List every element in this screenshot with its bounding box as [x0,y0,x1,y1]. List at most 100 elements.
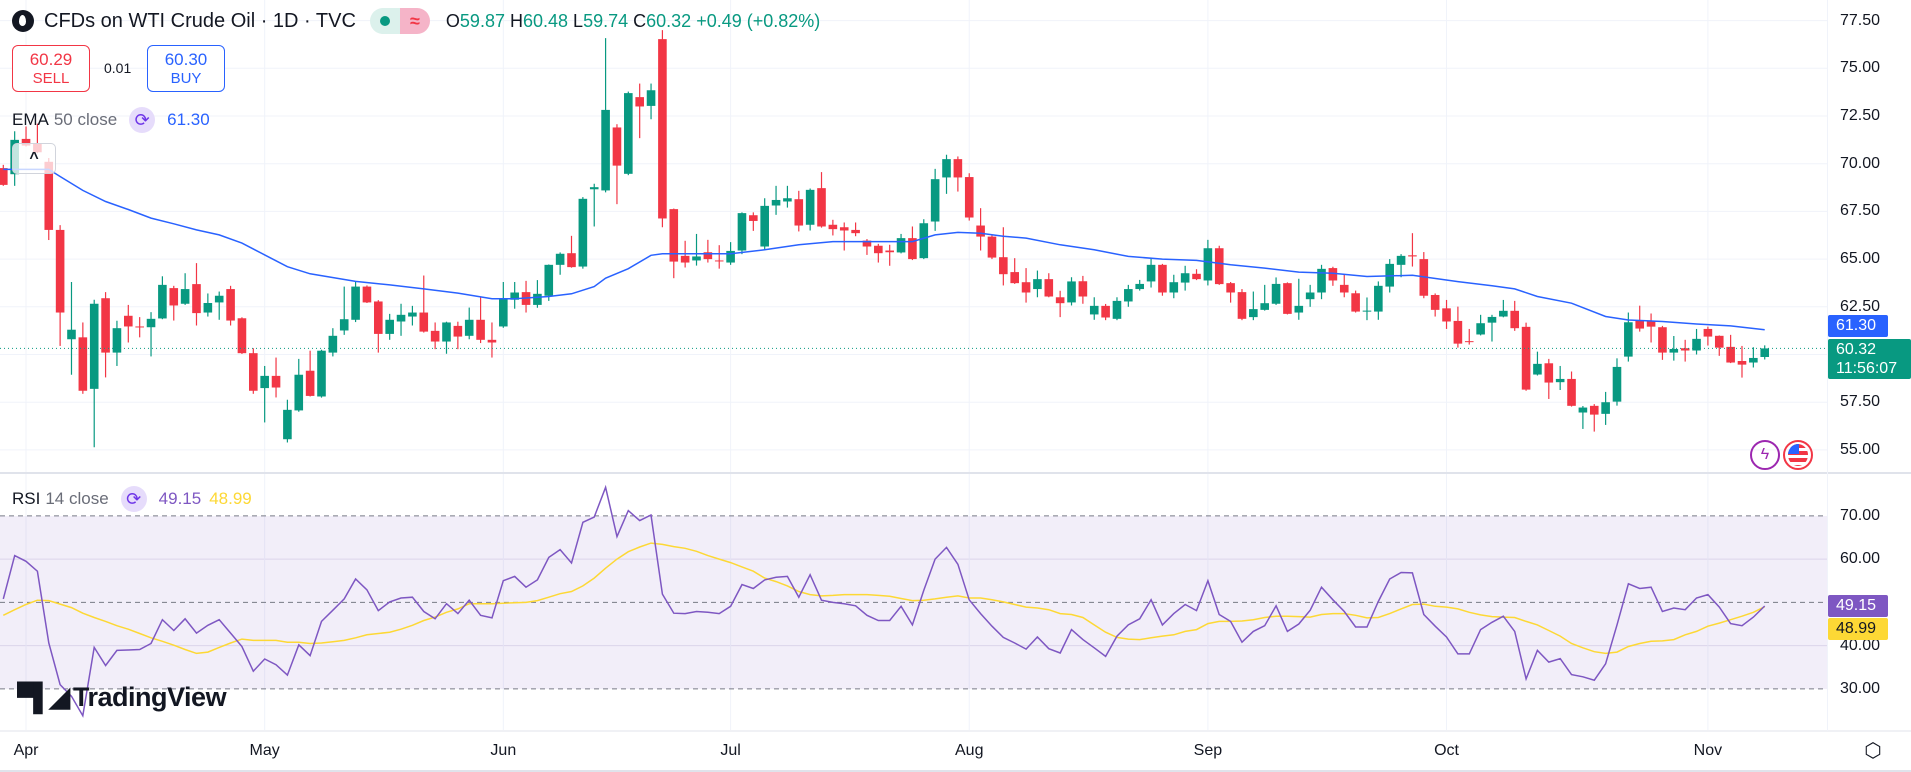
sell-button[interactable]: 60.29 SELL [12,45,90,92]
candle [567,235,576,268]
candle [555,252,565,275]
candle-body [805,189,815,225]
candle-body [760,205,769,247]
candle [703,239,713,263]
candle [1214,245,1224,285]
time-axis-label: May [249,742,280,759]
candle [192,263,201,326]
candle [260,365,269,423]
candle-body [930,179,940,222]
candle [135,317,144,338]
tradingview-logo[interactable]: ▀▌◢ TradingView [17,682,227,713]
candle [124,304,133,343]
candle [1226,282,1235,303]
candle-body [1589,405,1599,415]
ema-name: EMA [12,110,49,129]
refresh-icon[interactable]: ⟳ [120,486,147,512]
refresh-icon[interactable]: ⟳ [129,107,156,133]
change-value: +0.49 (+0.82%) [696,10,821,31]
candle [1294,278,1304,320]
rsi-axis-label: 70.00 [1840,506,1881,524]
candle [1317,264,1326,300]
candle [1328,266,1338,286]
candle [385,313,394,340]
candle-body [1283,283,1292,314]
rsi-legend[interactable]: RSI 14 close ⟳ 49.15 48.99 [12,486,252,512]
candle [828,219,838,236]
candle-body [771,199,781,206]
candle-body [874,245,883,254]
candle-body [374,301,383,334]
candle [499,282,508,328]
candle-body [589,187,599,190]
bar-countdown: 11:56:07 [1836,360,1898,377]
candle-body [1601,402,1610,414]
candle [158,276,167,320]
candle-body [1237,292,1247,319]
close-value: 60.32 [646,10,692,31]
candle-body [385,319,394,334]
candle-body [1169,282,1179,293]
candle [1408,233,1417,267]
rsi-levels [0,515,1827,690]
candle-body [601,109,610,191]
candle-body [328,335,338,353]
candle-body [1339,284,1349,293]
candle [396,303,406,336]
candle [476,296,485,344]
symbol-title[interactable]: CFDs on WTI Crude Oil · 1D · TVC [44,9,356,32]
candle [658,30,667,228]
candle [1135,279,1144,291]
candle-body [1362,310,1372,312]
candle-body [976,225,985,237]
us-flag-event-icon[interactable] [1783,440,1813,470]
candle-body [680,255,690,263]
candle-body [1101,305,1110,318]
open-value: 59.87 [459,10,505,31]
market-status-pill[interactable]: ≈ [369,8,430,34]
candle-body [1578,407,1588,413]
candle [1453,306,1463,348]
candle [1499,299,1508,318]
time-axis-label: Sep [1193,742,1223,759]
candle-body [464,319,474,336]
candle [169,285,179,321]
buy-price: 60.30 [164,50,208,69]
candle-body [396,314,406,322]
ema-legend[interactable]: EMA 50 close ⟳ 61.30 [12,107,210,133]
spread: 0.01 [104,60,132,76]
candle [1089,297,1099,320]
collapse-legend-button[interactable]: ^ [12,143,56,174]
candle-body [1396,255,1406,265]
candle-body [1680,348,1690,351]
price-axis-label: 70.00 [1840,154,1881,172]
candle-body [89,303,99,389]
candle [1101,303,1110,321]
candle [1510,300,1520,331]
candle [624,91,633,176]
candle [283,399,292,443]
candle-body [487,339,497,343]
candle-body [1089,305,1099,315]
candle [146,312,156,357]
lightning-event-icon[interactable]: ϟ [1750,440,1780,470]
buy-button[interactable]: 60.30 BUY [147,45,225,92]
candle [964,173,974,221]
candle-body [408,312,417,317]
candle [908,226,917,261]
candle-body [862,240,872,247]
candle [1078,275,1088,304]
candle-body [1044,279,1054,297]
settings-icon[interactable]: ⬡ [1864,740,1882,762]
tradingview-logo-icon: ▀▌◢ [17,682,70,712]
rsi-value: 49.15 [158,489,202,508]
candle-body [271,375,281,388]
candle [612,124,622,205]
candle-body [1317,268,1326,293]
candle-body [1305,292,1315,300]
candle [1283,282,1292,315]
candle-body [1487,316,1497,323]
candle [487,322,497,358]
candle [1521,322,1531,391]
